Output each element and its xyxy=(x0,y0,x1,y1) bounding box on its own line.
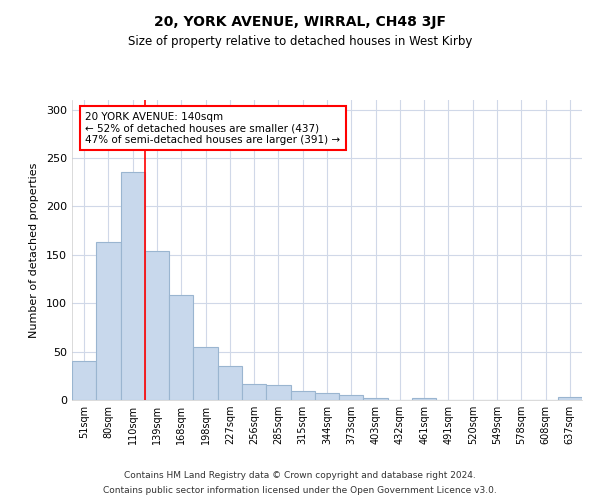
Bar xyxy=(72,362,96,400)
Bar xyxy=(193,347,218,400)
Bar xyxy=(290,392,315,400)
Bar xyxy=(364,398,388,400)
Bar xyxy=(145,251,169,400)
Text: Contains public sector information licensed under the Open Government Licence v3: Contains public sector information licen… xyxy=(103,486,497,495)
Text: 20, YORK AVENUE, WIRRAL, CH48 3JF: 20, YORK AVENUE, WIRRAL, CH48 3JF xyxy=(154,15,446,29)
Bar xyxy=(315,393,339,400)
Y-axis label: Number of detached properties: Number of detached properties xyxy=(29,162,39,338)
Bar xyxy=(266,386,290,400)
Bar xyxy=(412,398,436,400)
Text: Contains HM Land Registry data © Crown copyright and database right 2024.: Contains HM Land Registry data © Crown c… xyxy=(124,471,476,480)
Bar xyxy=(558,397,582,400)
Bar xyxy=(218,366,242,400)
Bar xyxy=(96,242,121,400)
Text: Size of property relative to detached houses in West Kirby: Size of property relative to detached ho… xyxy=(128,35,472,48)
Bar xyxy=(121,172,145,400)
Bar xyxy=(339,395,364,400)
Text: 20 YORK AVENUE: 140sqm
← 52% of detached houses are smaller (437)
47% of semi-de: 20 YORK AVENUE: 140sqm ← 52% of detached… xyxy=(85,112,340,145)
Bar xyxy=(169,294,193,400)
Bar xyxy=(242,384,266,400)
